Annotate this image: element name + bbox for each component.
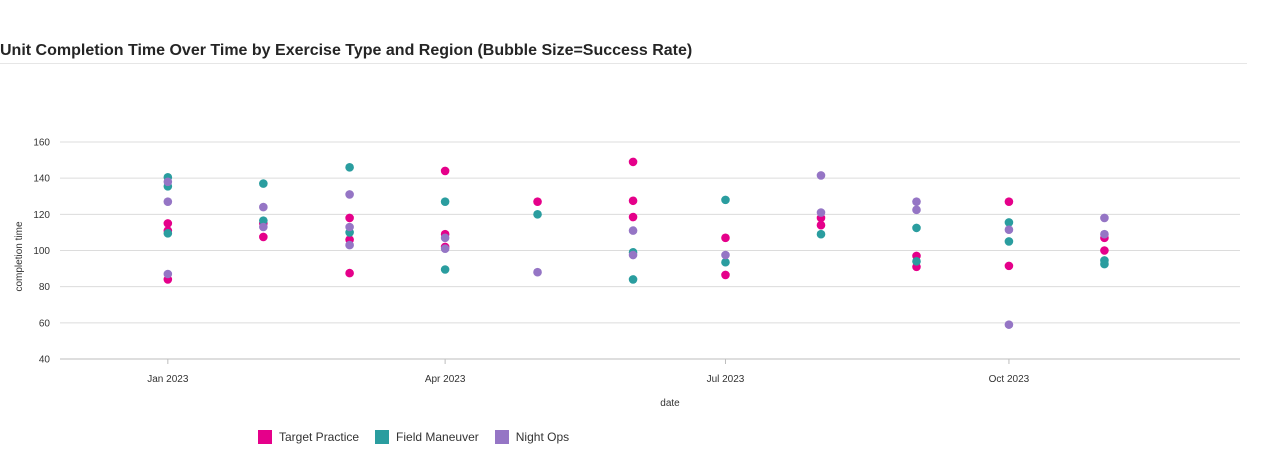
data-point[interactable] bbox=[816, 171, 826, 180]
data-point[interactable] bbox=[163, 219, 173, 228]
data-point[interactable] bbox=[912, 223, 921, 233]
data-point[interactable] bbox=[628, 250, 638, 260]
data-point[interactable] bbox=[912, 197, 921, 206]
data-point[interactable] bbox=[721, 195, 730, 205]
y-tick-label: 120 bbox=[33, 210, 50, 221]
data-point[interactable] bbox=[912, 205, 921, 215]
legend-item[interactable]: Target Practice bbox=[258, 430, 359, 444]
data-point[interactable] bbox=[440, 166, 450, 176]
data-point[interactable] bbox=[721, 233, 730, 243]
data-point[interactable] bbox=[1100, 246, 1109, 255]
data-point[interactable] bbox=[259, 216, 268, 225]
data-point[interactable] bbox=[816, 220, 826, 230]
y-tick-label: 60 bbox=[39, 318, 51, 329]
legend-label: Field Maneuver bbox=[396, 430, 479, 444]
data-point[interactable] bbox=[628, 157, 638, 167]
y-tick-label: 40 bbox=[39, 355, 51, 366]
y-tick-label: 100 bbox=[33, 246, 50, 257]
y-tick-label: 80 bbox=[39, 282, 51, 293]
data-point[interactable] bbox=[533, 267, 542, 277]
data-point[interactable] bbox=[628, 196, 638, 206]
data-point[interactable] bbox=[1004, 225, 1014, 235]
data-points bbox=[163, 157, 1109, 329]
data-point[interactable] bbox=[628, 275, 638, 284]
data-point[interactable] bbox=[345, 240, 354, 250]
x-axis: Jan 2023 Apr 2023 Jul 2023 Oct 2023 bbox=[147, 359, 1030, 385]
legend: Target Practice Field Maneuver Night Ops bbox=[258, 430, 569, 444]
data-point[interactable] bbox=[440, 244, 450, 253]
data-point[interactable] bbox=[440, 197, 450, 206]
data-point[interactable] bbox=[440, 265, 450, 274]
x-tick-label: Oct 2023 bbox=[989, 374, 1030, 385]
data-point[interactable] bbox=[1004, 320, 1014, 329]
series-field-maneuver bbox=[163, 163, 1109, 284]
data-point[interactable] bbox=[345, 213, 354, 223]
legend-swatch bbox=[375, 430, 390, 444]
data-point[interactable] bbox=[912, 257, 921, 266]
data-point[interactable] bbox=[163, 197, 173, 206]
data-point[interactable] bbox=[345, 268, 354, 278]
data-point[interactable] bbox=[816, 229, 826, 239]
data-point[interactable] bbox=[163, 177, 173, 187]
data-point[interactable] bbox=[345, 163, 354, 172]
x-tick-label: Jan 2023 bbox=[147, 374, 189, 385]
legend-swatch bbox=[494, 430, 509, 444]
scatter-plot[interactable]: Jan 2023 Apr 2023 Jul 2023 Oct 2023 40 60 80 1… bbox=[0, 0, 1280, 420]
legend-item[interactable]: Field Maneuver bbox=[375, 430, 479, 444]
data-point[interactable] bbox=[259, 202, 268, 212]
chart-title: Unit Completion Time Over Time by Exerci… bbox=[0, 42, 693, 59]
x-axis-label: date bbox=[660, 398, 680, 409]
data-point[interactable] bbox=[1004, 218, 1014, 227]
data-point[interactable] bbox=[259, 222, 268, 232]
x-tick-label: Jul 2023 bbox=[707, 374, 745, 385]
title-divider bbox=[0, 63, 1247, 64]
series-night-ops bbox=[163, 171, 1109, 329]
data-point[interactable] bbox=[163, 269, 173, 279]
data-point[interactable] bbox=[259, 232, 268, 242]
series-target-practice bbox=[163, 157, 1109, 284]
data-point[interactable] bbox=[345, 190, 354, 199]
data-point[interactable] bbox=[1100, 213, 1109, 223]
data-point[interactable] bbox=[163, 229, 173, 238]
data-point[interactable] bbox=[721, 250, 730, 260]
legend-label: Night Ops bbox=[515, 430, 570, 444]
y-axis-label: completion time bbox=[14, 221, 25, 291]
legend-swatch bbox=[258, 430, 272, 444]
y-tick-label: 160 bbox=[33, 138, 50, 149]
data-point[interactable] bbox=[721, 270, 730, 280]
y-axis: 40 60 80 100 120 140 160 bbox=[33, 138, 50, 366]
y-tick-label: 140 bbox=[33, 174, 50, 185]
data-point[interactable] bbox=[1004, 197, 1014, 206]
data-point[interactable] bbox=[533, 210, 542, 219]
data-point[interactable] bbox=[628, 226, 638, 235]
data-point[interactable] bbox=[345, 222, 354, 232]
data-point[interactable] bbox=[1100, 259, 1109, 269]
legend-label: Target Practice bbox=[279, 430, 360, 444]
data-point[interactable] bbox=[259, 179, 268, 188]
data-point[interactable] bbox=[440, 233, 450, 243]
data-point[interactable] bbox=[628, 212, 638, 222]
legend-item[interactable]: Night Ops bbox=[494, 430, 570, 444]
data-point[interactable] bbox=[1100, 229, 1109, 239]
data-point[interactable] bbox=[721, 257, 730, 267]
data-point[interactable] bbox=[816, 208, 826, 217]
x-tick-label: Apr 2023 bbox=[425, 374, 466, 385]
data-point[interactable] bbox=[533, 197, 542, 206]
data-point[interactable] bbox=[1004, 261, 1014, 271]
data-point[interactable] bbox=[1004, 237, 1014, 246]
grid-lines bbox=[60, 141, 1240, 360]
